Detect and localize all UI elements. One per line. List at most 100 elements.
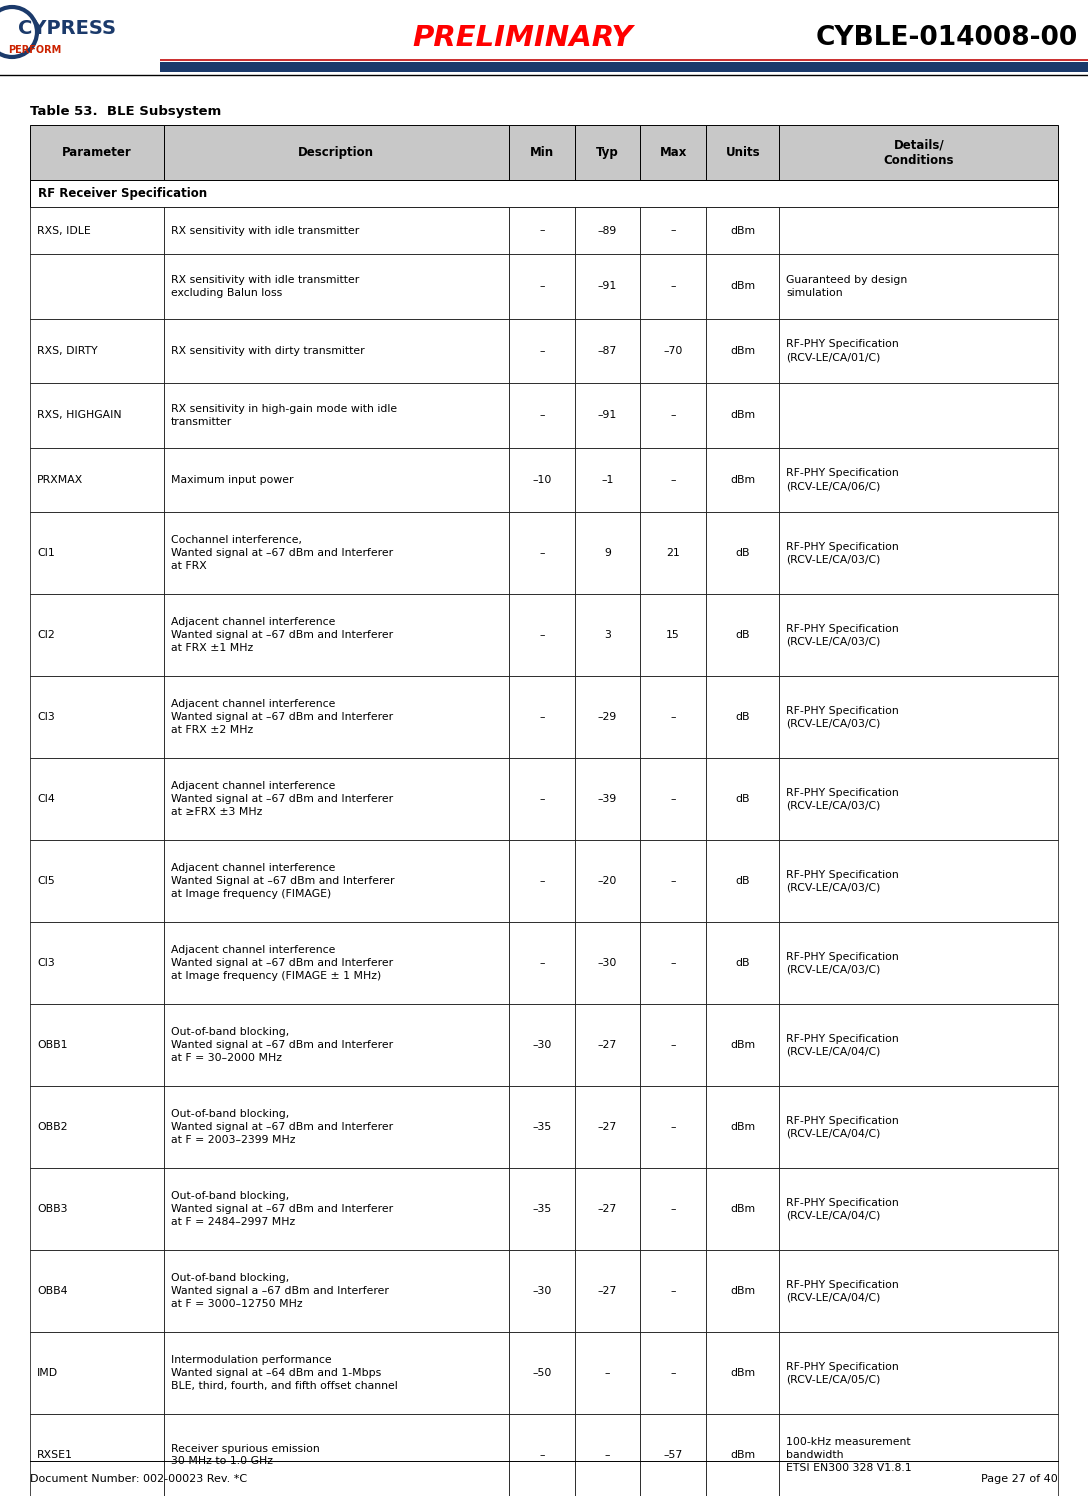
Bar — [640, 1331, 706, 1414]
Text: Details/
Conditions: Details/ Conditions — [883, 138, 954, 168]
Text: Adjacent channel interference
Wanted signal at –67 dBm and Interferer
at Image f: Adjacent channel interference Wanted sig… — [171, 945, 393, 981]
Bar — [779, 1251, 1058, 1331]
Text: RF-PHY Specification
(RCV-LE/CA/04/C): RF-PHY Specification (RCV-LE/CA/04/C) — [787, 1116, 900, 1138]
Text: –89: –89 — [597, 226, 617, 235]
Bar — [779, 126, 1058, 180]
Text: –70: –70 — [664, 346, 683, 356]
Bar — [779, 676, 1058, 758]
Text: Adjacent channel interference
Wanted Signal at –67 dBm and Interferer
at Image f: Adjacent channel interference Wanted Sig… — [171, 863, 394, 899]
Text: Min: Min — [530, 147, 554, 159]
Bar — [640, 1414, 706, 1496]
Text: RF-PHY Specification
(RCV-LE/CA/05/C): RF-PHY Specification (RCV-LE/CA/05/C) — [787, 1361, 900, 1384]
Bar — [30, 1251, 163, 1331]
Bar — [640, 383, 706, 447]
Text: Out-of-band blocking,
Wanted signal a –67 dBm and Interferer
at F = 3000–12750 M: Out-of-band blocking, Wanted signal a –6… — [171, 1273, 388, 1309]
Bar — [706, 206, 779, 254]
Text: RF-PHY Specification
(RCV-LE/CA/03/C): RF-PHY Specification (RCV-LE/CA/03/C) — [787, 542, 900, 564]
Text: dB: dB — [735, 877, 750, 886]
Bar — [574, 1086, 640, 1168]
Bar — [574, 676, 640, 758]
Bar — [640, 594, 706, 676]
Bar — [706, 1251, 779, 1331]
Text: RF-PHY Specification
(RCV-LE/CA/03/C): RF-PHY Specification (RCV-LE/CA/03/C) — [787, 706, 900, 729]
Text: dBm: dBm — [730, 1122, 755, 1132]
Text: –: – — [539, 712, 544, 723]
Text: –: – — [539, 630, 544, 640]
Text: –: – — [539, 794, 544, 803]
Text: 9: 9 — [604, 548, 610, 558]
Text: –10: –10 — [532, 474, 552, 485]
Text: CI1: CI1 — [37, 548, 54, 558]
Bar — [30, 512, 163, 594]
Bar — [574, 206, 640, 254]
Text: OBB1: OBB1 — [37, 1040, 67, 1050]
Bar — [574, 839, 640, 922]
Bar — [163, 254, 509, 319]
Text: RF-PHY Specification
(RCV-LE/CA/04/C): RF-PHY Specification (RCV-LE/CA/04/C) — [787, 1279, 900, 1303]
Bar — [574, 319, 640, 383]
Text: RXS, IDLE: RXS, IDLE — [37, 226, 90, 235]
Bar — [706, 254, 779, 319]
Bar — [706, 758, 779, 839]
Text: dB: dB — [735, 712, 750, 723]
Bar — [779, 254, 1058, 319]
Text: –: – — [670, 877, 676, 886]
Text: dBm: dBm — [730, 1450, 755, 1460]
Text: –: – — [605, 1367, 610, 1378]
Text: RF-PHY Specification
(RCV-LE/CA/03/C): RF-PHY Specification (RCV-LE/CA/03/C) — [787, 624, 900, 646]
Text: –: – — [539, 226, 544, 235]
Text: –: – — [539, 957, 544, 968]
Bar — [163, 1086, 509, 1168]
Bar — [779, 1004, 1058, 1086]
Bar — [509, 126, 574, 180]
Text: 15: 15 — [666, 630, 680, 640]
Bar — [574, 512, 640, 594]
Bar — [779, 512, 1058, 594]
Text: RF-PHY Specification
(RCV-LE/CA/04/C): RF-PHY Specification (RCV-LE/CA/04/C) — [787, 1034, 900, 1056]
Bar — [30, 319, 163, 383]
Bar — [640, 254, 706, 319]
Text: RF-PHY Specification
(RCV-LE/CA/03/C): RF-PHY Specification (RCV-LE/CA/03/C) — [787, 869, 900, 893]
Bar — [163, 1414, 509, 1496]
Bar — [30, 206, 163, 254]
Bar — [163, 512, 509, 594]
Text: –: – — [670, 1287, 676, 1296]
Bar — [163, 758, 509, 839]
Bar — [30, 1168, 163, 1251]
Text: –: – — [670, 1204, 676, 1213]
Bar — [779, 839, 1058, 922]
Bar — [779, 1414, 1058, 1496]
Text: –27: –27 — [597, 1204, 617, 1213]
Text: Table 53.  BLE Subsystem: Table 53. BLE Subsystem — [30, 105, 221, 118]
Bar — [640, 922, 706, 1004]
Text: dBm: dBm — [730, 281, 755, 292]
Text: Max: Max — [659, 147, 687, 159]
Text: RF-PHY Specification
(RCV-LE/CA/01/C): RF-PHY Specification (RCV-LE/CA/01/C) — [787, 340, 900, 362]
Text: RX sensitivity with idle transmitter: RX sensitivity with idle transmitter — [171, 226, 359, 235]
Bar — [640, 676, 706, 758]
Bar — [640, 512, 706, 594]
Text: –39: –39 — [597, 794, 617, 803]
Bar — [640, 319, 706, 383]
Text: Typ: Typ — [596, 147, 619, 159]
Bar — [640, 1251, 706, 1331]
Text: –: – — [670, 794, 676, 803]
Text: –35: –35 — [532, 1122, 552, 1132]
Bar — [163, 383, 509, 447]
Text: PERFORM: PERFORM — [9, 45, 62, 55]
Bar — [163, 319, 509, 383]
Bar — [779, 319, 1058, 383]
Text: CI3: CI3 — [37, 957, 54, 968]
Text: dBm: dBm — [730, 1367, 755, 1378]
Bar — [779, 1331, 1058, 1414]
Bar — [574, 447, 640, 512]
Text: OBB4: OBB4 — [37, 1287, 67, 1296]
Text: –: – — [670, 281, 676, 292]
Bar — [30, 594, 163, 676]
Bar — [30, 1086, 163, 1168]
Text: OBB3: OBB3 — [37, 1204, 67, 1213]
Text: Adjacent channel interference
Wanted signal at –67 dBm and Interferer
at FRX ±2 : Adjacent channel interference Wanted sig… — [171, 699, 393, 735]
Text: dBm: dBm — [730, 346, 755, 356]
Bar — [706, 1414, 779, 1496]
Text: –30: –30 — [532, 1287, 552, 1296]
